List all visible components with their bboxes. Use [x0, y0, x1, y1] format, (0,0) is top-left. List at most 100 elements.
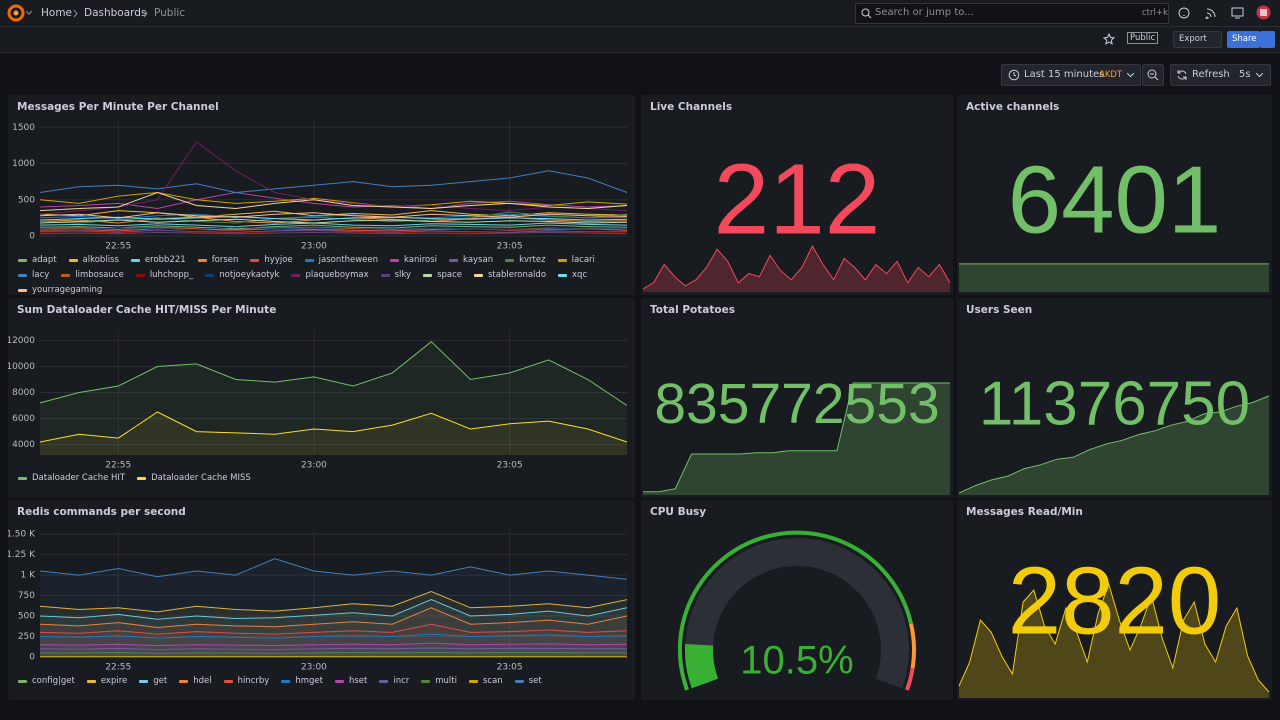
- sparkline: [958, 582, 1270, 693]
- legend-item: Dataloader Cache MISS: [137, 473, 251, 483]
- y-tick-label: 1 K: [21, 571, 37, 581]
- refresh-interval: 5s: [1239, 69, 1251, 80]
- y-tick-label: 12000: [8, 336, 35, 346]
- search-box[interactable]: Search or jump to... ctrl+k: [855, 3, 1169, 24]
- series-line: [39, 229, 627, 233]
- x-tick-label: 23:00: [301, 461, 327, 471]
- legend-swatch: [179, 679, 189, 683]
- legend-label: stableronaldo: [488, 270, 547, 280]
- stat-value: 6401: [1008, 146, 1222, 253]
- x-tick-label: 23:05: [497, 663, 523, 673]
- legend-item: hdel: [179, 676, 212, 686]
- panel-title: Total Potatoes: [650, 304, 735, 316]
- stat-value: 11376750: [979, 369, 1250, 438]
- sparkline-area: [959, 263, 1269, 292]
- legend-item: forsen: [197, 255, 238, 265]
- legend-label: scan: [483, 676, 503, 686]
- legend: adapt alkobliss erobb221 forsen hyyjoe jasont…: [18, 255, 615, 295]
- interval-caret: [1256, 73, 1263, 78]
- legend-item: scan: [469, 676, 503, 686]
- y-tick-label: 500: [18, 195, 35, 205]
- top-bar: Home Dashboards Public Search or jump to…: [0, 0, 1280, 27]
- search-icon: [861, 8, 872, 19]
- series-line: [39, 231, 628, 235]
- y-tick-label: 0: [29, 653, 35, 663]
- legend-item: hincrby: [223, 676, 270, 686]
- x-tick-label: 22:55: [105, 242, 131, 252]
- series-area: [40, 558, 627, 657]
- legend-item: stableronaldo: [474, 270, 546, 280]
- sparkline-area: [643, 383, 950, 495]
- sparkline: [643, 382, 950, 493]
- legend-label: notjoeykaotyk: [219, 270, 280, 280]
- timezone: AKDT: [1099, 70, 1123, 80]
- share-label: Share: [1232, 34, 1257, 44]
- legend-item: adapt: [18, 255, 57, 265]
- panel: 2820 Messages Read/Min: [957, 500, 1272, 700]
- series-line: [39, 215, 628, 221]
- legend-swatch: [421, 679, 431, 683]
- legend-swatch: [281, 679, 291, 683]
- grafana-logo[interactable]: [7, 4, 25, 22]
- user-avatar[interactable]: [1256, 5, 1271, 20]
- series-line: [39, 642, 628, 647]
- legend-label: limbosauce: [75, 270, 124, 280]
- sparkline-area: [959, 395, 1269, 495]
- public-tag: Public: [1127, 32, 1159, 44]
- legend-label: hmget: [295, 676, 323, 686]
- legend-swatch: [18, 476, 27, 480]
- legend-item: hyyjoe: [250, 255, 293, 265]
- legend-swatch: [86, 679, 96, 683]
- panel-title: Live Channels: [650, 101, 733, 113]
- time-picker[interactable]: Last 15 minutes AKDT: [1001, 64, 1141, 86]
- help-icon[interactable]: [1178, 7, 1190, 19]
- stat-value: 835772553: [654, 372, 939, 436]
- series-line: [39, 623, 628, 635]
- logo-caret: [26, 10, 32, 15]
- series-line: [39, 191, 628, 210]
- y-tick-label: 500: [18, 612, 35, 622]
- legend-label: kanirosi: [404, 255, 438, 265]
- breadcrumb[interactable]: Home: [41, 7, 73, 19]
- y-tick-label: 1000: [12, 159, 35, 169]
- legend-label: get: [153, 676, 168, 686]
- x-tick-label: 23:05: [497, 461, 523, 471]
- series-line: [39, 191, 628, 208]
- zoom-out-button[interactable]: [1142, 64, 1164, 86]
- legend-item: lacari: [557, 255, 595, 265]
- x-tick-label: 23:00: [301, 242, 327, 252]
- panel-title: Users Seen: [966, 304, 1033, 316]
- legend-swatch: [18, 288, 27, 292]
- favorite-star[interactable]: [1103, 33, 1115, 45]
- share-button[interactable]: Share: [1227, 31, 1260, 48]
- y-tick-label: 0: [29, 232, 35, 242]
- news-icon[interactable]: [1205, 7, 1217, 19]
- legend-label: lacari: [571, 255, 595, 265]
- y-tick-label: 6000: [12, 414, 35, 424]
- panel-plot: 11376750: [958, 369, 1270, 495]
- breadcrumb[interactable]: Dashboards: [84, 7, 147, 19]
- series-area: [40, 412, 627, 455]
- panel-plot: 0 250 500 750 1 K 1.25 K 1.50 K 22:55 23:00 23:05: [8, 530, 628, 673]
- legend: config|get expire get hdel hincrby hmget hset i…: [18, 676, 615, 686]
- legend-item: incr: [379, 676, 409, 686]
- panel: 11376750 Users Seen: [957, 298, 1272, 498]
- panel: 0 250 500 750 1 K 1.25 K 1.50 K 22:55 23:00 23:05…: [8, 500, 635, 700]
- legend-label: space: [437, 270, 462, 280]
- legend-swatch: [379, 679, 389, 683]
- legend-label: yourragegaming: [32, 285, 103, 295]
- legend-item: space: [423, 270, 462, 280]
- legend-swatch: [18, 273, 27, 277]
- series-area: [40, 634, 627, 657]
- refresh-picker[interactable]: Refresh 5s: [1170, 64, 1271, 86]
- legend-item: slky: [380, 270, 411, 280]
- series-line: [39, 224, 628, 230]
- kiosk-icon[interactable]: [1231, 7, 1244, 19]
- panel-plot: 4000 6000 8000 10000 12000 22:55 23:00 23:05: [8, 330, 628, 471]
- x-tick-label: 23:00: [301, 663, 327, 673]
- legend-label: hincrby: [237, 676, 270, 686]
- legend-item: kaysan: [449, 255, 493, 265]
- y-tick-label: 1.25 K: [8, 550, 36, 560]
- export-button[interactable]: Export: [1173, 31, 1222, 48]
- share-dropdown[interactable]: [1260, 31, 1275, 48]
